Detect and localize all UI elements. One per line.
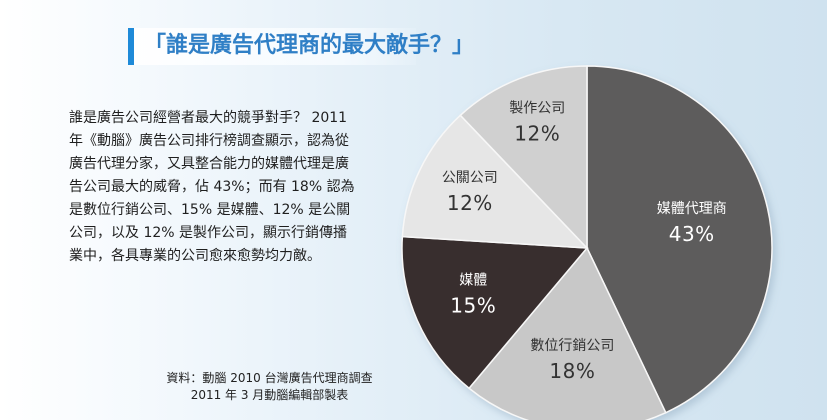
slice-value: 12% [447, 191, 493, 215]
title-box: 「誰是廣告代理商的最大敵手？」 [128, 28, 474, 65]
source-note: 資料：動腦 2010 台灣廣告代理商調查 2011 年 3 月動腦編輯部製表 [166, 371, 373, 402]
pie-slice [401, 235, 589, 390]
slice-label: 公關公司 [442, 170, 498, 186]
pie-slice [586, 65, 773, 414]
slice-label: 數位行銷公司 [530, 338, 614, 354]
pie-slice [468, 246, 667, 420]
description-text: 誰是廣告公司經營者最大的競爭對手？ 2011 年《動腦》廣告公司排行榜調查顯示，… [69, 110, 355, 264]
slice-value: 43% [669, 222, 715, 246]
page-title: 「誰是廣告代理商的最大敵手？」 [144, 33, 475, 58]
pie-slice [459, 65, 588, 250]
slice-label: 製作公司 [509, 100, 565, 116]
slice-value: 18% [549, 359, 595, 383]
slice-value: 12% [514, 121, 560, 145]
slice-value: 15% [450, 293, 496, 317]
slice-label: 媒體代理商 [657, 201, 727, 217]
pie-slice [401, 114, 589, 249]
slice-label: 媒體 [459, 272, 487, 288]
